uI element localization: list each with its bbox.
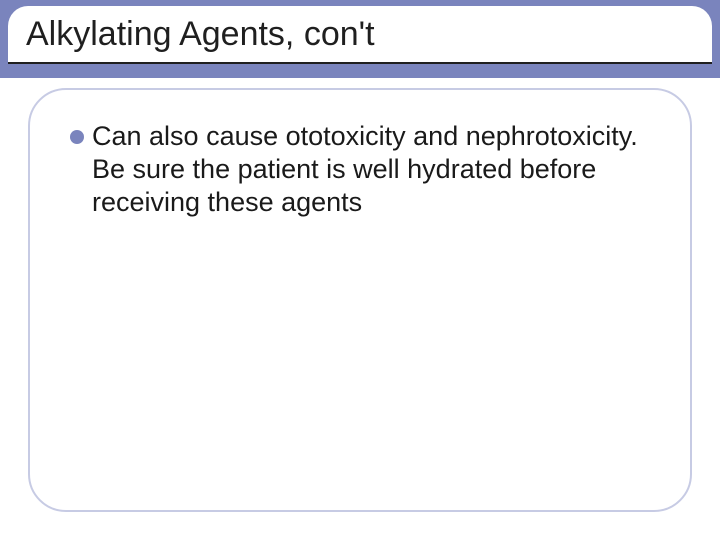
content-frame: Can also cause ototoxicity and nephrotox… xyxy=(28,88,692,512)
slide-title: Alkylating Agents, con't xyxy=(26,15,375,54)
title-underline xyxy=(8,62,712,64)
slide: Alkylating Agents, con't Can also cause … xyxy=(0,0,720,540)
title-box: Alkylating Agents, con't xyxy=(8,6,712,62)
bullet-text: Can also cause ototoxicity and nephrotox… xyxy=(92,120,652,219)
bullet-item: Can also cause ototoxicity and nephrotox… xyxy=(70,120,656,219)
bullet-icon xyxy=(70,130,84,144)
